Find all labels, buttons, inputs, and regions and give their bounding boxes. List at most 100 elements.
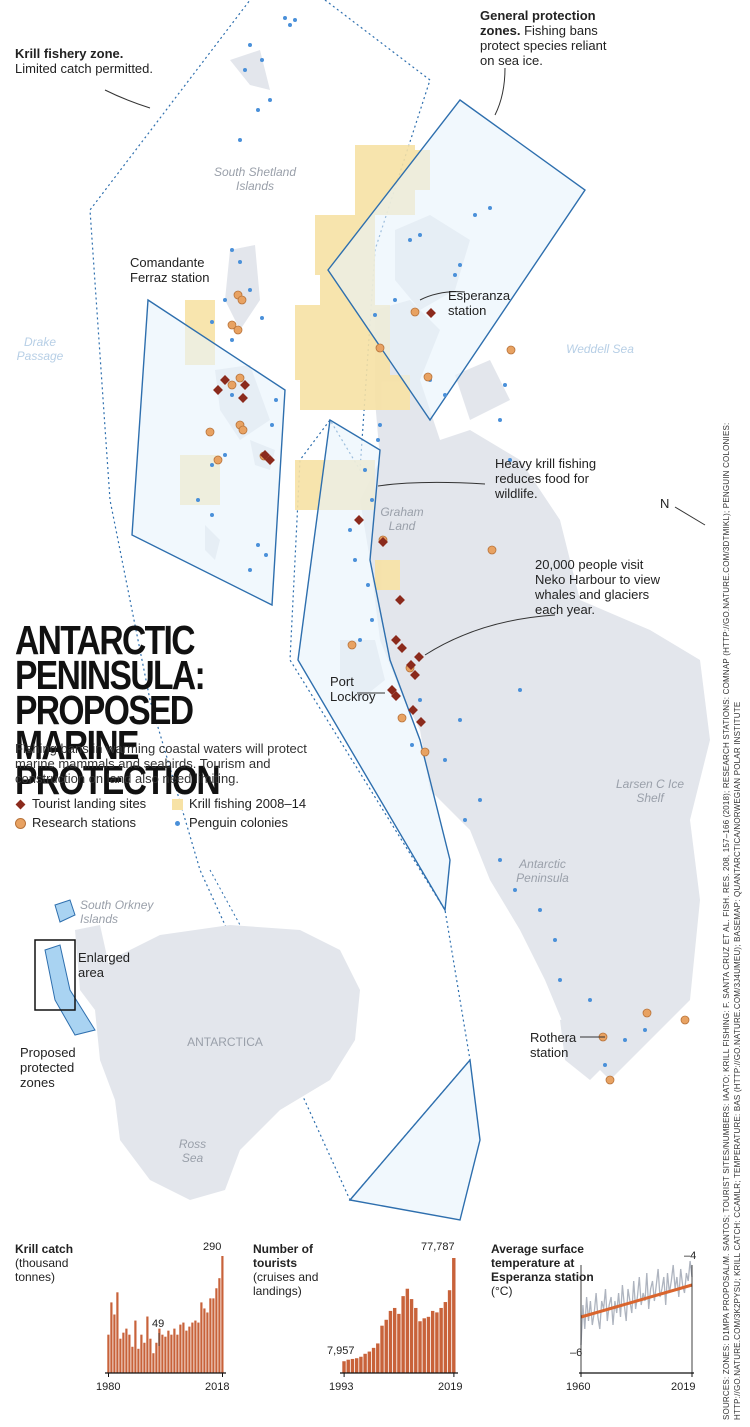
bar — [191, 1322, 194, 1373]
temperature-chart-title: Average surface temperature at Esperanza… — [491, 1242, 594, 1298]
bar — [146, 1316, 149, 1373]
penguin-colony-dot — [458, 718, 462, 722]
penguin-colony-dot — [518, 688, 522, 692]
bar — [206, 1312, 209, 1373]
bar — [149, 1338, 152, 1373]
bar — [197, 1322, 200, 1373]
antarctic-peninsula-label: Antarctic Peninsula — [516, 857, 569, 885]
bar — [452, 1258, 456, 1373]
penguin-colony-dot — [283, 16, 287, 20]
bar — [443, 1302, 448, 1373]
drake-passage-label: Drake Passage — [16, 335, 64, 363]
penguin-colony-dot — [264, 553, 268, 557]
bar — [384, 1319, 388, 1373]
bar — [426, 1316, 431, 1373]
penguin-colony-dot — [268, 98, 272, 102]
tourist-landing-sites — [213, 308, 436, 727]
penguin-colony-dot — [256, 108, 260, 112]
research-station-dot — [235, 373, 245, 383]
bar — [125, 1328, 128, 1373]
tourist-site-marker — [378, 537, 388, 547]
bar — [367, 1351, 372, 1373]
bar — [380, 1325, 384, 1373]
penguin-colonies — [196, 16, 647, 1067]
research-station-dot — [227, 320, 237, 330]
penguin-colony-dot — [196, 498, 200, 502]
penguin-colony-dot — [238, 138, 242, 142]
bar — [435, 1312, 439, 1373]
penguin-colony-dot — [358, 638, 362, 642]
enlarged-area-box — [34, 939, 76, 1011]
bar — [158, 1328, 161, 1373]
penguin-colony-dot — [458, 263, 462, 267]
bar — [354, 1358, 359, 1373]
tourist-site-marker — [426, 308, 436, 318]
research-station-dot — [227, 380, 237, 390]
larsen-c-label: Larsen C Ice Shelf — [615, 777, 685, 805]
krill-x-end: 2018 — [205, 1381, 230, 1393]
bar — [418, 1321, 422, 1373]
temp-x-start: 1960 — [566, 1381, 591, 1393]
temperature-chart — [579, 1260, 694, 1377]
bar — [170, 1334, 173, 1373]
penguin-colony-dot — [453, 273, 457, 277]
penguin-colony-dot — [270, 423, 274, 427]
krill-x-start: 1980 — [96, 1381, 121, 1393]
penguin-colony-dot — [513, 888, 517, 892]
tourist-site-marker — [240, 380, 250, 390]
penguin-colony-dot — [288, 23, 292, 27]
tourist-site-marker — [395, 595, 405, 605]
penguin-colony-dot — [538, 908, 542, 912]
temp-top-label: –4 — [684, 1250, 697, 1262]
bar — [137, 1348, 140, 1373]
port-lockroy-label: Port Lockroy — [330, 674, 376, 704]
penguin-colony-dot — [478, 798, 482, 802]
bar — [422, 1318, 426, 1373]
penguin-colony-dot — [588, 998, 592, 1002]
krill-fishery-zone-outline — [89, 0, 471, 1202]
penguin-colony-dot — [248, 43, 252, 47]
penguin-colony-dot — [553, 938, 557, 942]
bar — [447, 1290, 452, 1373]
ross-sea-label: Ross Sea — [178, 1137, 207, 1165]
antarctica-label: ANTARCTICA — [187, 1035, 263, 1049]
penguin-colony-dot — [210, 513, 214, 517]
krill-mid-label: 49 — [152, 1318, 165, 1330]
krill-catch-chart — [105, 1256, 226, 1377]
tourists-x-start: 1993 — [329, 1381, 354, 1393]
penguin-colony-dot — [348, 528, 352, 532]
bar — [221, 1256, 224, 1373]
research-station-dot — [347, 640, 357, 650]
bar — [405, 1288, 410, 1373]
bar — [188, 1326, 191, 1373]
research-station-dot — [237, 295, 247, 305]
krill-chart-title: Krill catch (thousand tonnes) — [15, 1242, 74, 1284]
inset-connector — [209, 869, 241, 926]
bar — [128, 1334, 131, 1373]
north-arrow-label: N — [660, 496, 670, 511]
penguin-colony-dot — [223, 453, 227, 457]
penguin-colony-dot — [488, 206, 492, 210]
penguin-colony-dot — [370, 618, 374, 622]
research-station-dot — [233, 325, 243, 335]
bar — [173, 1328, 176, 1373]
penguin-colony-dot — [498, 858, 502, 862]
penguin-colony-dot — [410, 743, 414, 747]
bar — [359, 1356, 363, 1373]
tourist-site-marker — [238, 393, 248, 403]
bar — [143, 1342, 146, 1373]
bar — [430, 1310, 435, 1373]
graham-land-label: Graham Land — [380, 505, 424, 533]
bar — [140, 1334, 143, 1373]
research-station-dot — [605, 1075, 615, 1085]
tourist-site-marker — [265, 455, 275, 465]
bar — [414, 1307, 418, 1373]
source-credit: SOURCES: ZONES: D1MPA PROPOSAL/M. SANTOS… — [722, 422, 742, 1420]
penguin-colony-dot — [473, 213, 477, 217]
legend-krill: Krill fishing 2008–14 — [172, 796, 306, 812]
bar — [200, 1302, 203, 1373]
penguin-colony-dot — [623, 1038, 627, 1042]
temp-x-end: 2019 — [671, 1381, 696, 1393]
penguin-colony-dot — [210, 320, 214, 324]
bar — [409, 1299, 414, 1373]
